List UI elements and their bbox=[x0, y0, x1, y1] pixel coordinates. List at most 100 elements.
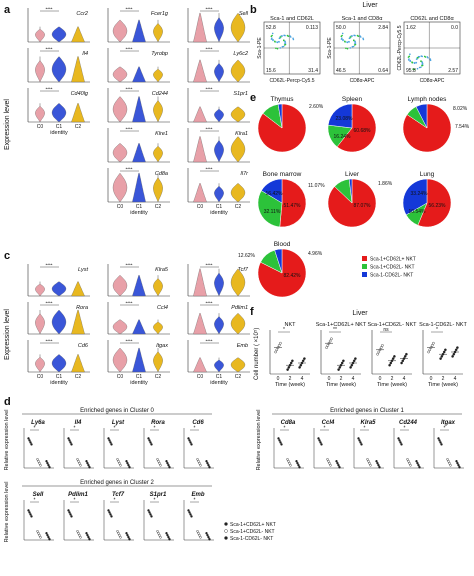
x-tick-label: C0 bbox=[117, 374, 124, 380]
data-point bbox=[360, 443, 363, 446]
data-point bbox=[376, 462, 379, 465]
legend-swatch bbox=[362, 272, 367, 277]
data-point bbox=[166, 533, 169, 537]
data-point bbox=[206, 462, 209, 465]
data-point bbox=[287, 366, 291, 369]
gene-title: Cd244 bbox=[399, 420, 418, 426]
data-point bbox=[157, 532, 160, 535]
violin bbox=[230, 136, 246, 163]
violin bbox=[214, 13, 224, 43]
flow-event bbox=[353, 44, 356, 46]
data-point bbox=[279, 341, 282, 345]
data-point bbox=[147, 509, 150, 512]
data-point bbox=[187, 509, 190, 512]
data-point bbox=[117, 460, 120, 463]
sig-label: **** bbox=[205, 301, 212, 306]
sig-label: **** bbox=[205, 339, 212, 344]
pie-title: Spleen bbox=[342, 96, 363, 103]
gene-label: Tyrobp bbox=[151, 51, 168, 57]
flow-event bbox=[413, 62, 415, 64]
data-point bbox=[165, 531, 168, 535]
flow-event bbox=[292, 37, 294, 40]
pie-slice bbox=[417, 178, 452, 228]
data-point bbox=[208, 466, 211, 469]
data-point bbox=[109, 441, 112, 444]
sig-label: * bbox=[444, 426, 446, 432]
data-point bbox=[417, 464, 420, 467]
violin bbox=[230, 357, 246, 373]
panel-d-bars: Enriched genes in Cluster 0Ly6a*Il4*Lyst… bbox=[4, 408, 464, 542]
group-title: Enriched genes in Cluster 1 bbox=[330, 408, 404, 414]
flow-event bbox=[341, 37, 343, 39]
violin bbox=[112, 19, 128, 43]
data-point bbox=[37, 532, 40, 535]
data-point bbox=[48, 466, 51, 469]
violin bbox=[132, 143, 146, 163]
data-point bbox=[156, 530, 159, 533]
pie-slice bbox=[261, 178, 283, 204]
data-point bbox=[197, 460, 200, 463]
violin bbox=[230, 312, 246, 335]
data-point bbox=[326, 344, 330, 347]
gene-title: Pdlim1 bbox=[68, 492, 88, 498]
flow-event bbox=[284, 42, 286, 45]
x-axis-label: identity bbox=[130, 380, 148, 386]
data-point bbox=[408, 462, 411, 465]
data-point bbox=[149, 513, 152, 516]
flow-event bbox=[411, 61, 413, 63]
data-point bbox=[48, 537, 51, 541]
flow-event bbox=[360, 36, 362, 38]
sig-label: **** bbox=[45, 301, 52, 306]
panel-b-title: Liver bbox=[362, 2, 378, 9]
violin bbox=[153, 19, 163, 43]
violin bbox=[112, 96, 128, 123]
data-point bbox=[196, 458, 199, 461]
flow-event bbox=[281, 45, 284, 48]
flow-event bbox=[346, 47, 349, 50]
x-tick-label: 0 bbox=[277, 376, 280, 382]
gene-title: Itgax bbox=[441, 420, 456, 426]
flow-x-axis: CD62L-Percp-Cy5.5 bbox=[269, 78, 314, 84]
data-point bbox=[88, 537, 91, 541]
data-point bbox=[190, 443, 193, 446]
data-point bbox=[418, 466, 421, 469]
flow-event bbox=[409, 59, 411, 62]
data-point bbox=[279, 441, 282, 444]
flow-event bbox=[284, 34, 286, 37]
flow-event bbox=[272, 38, 274, 41]
flow-event bbox=[429, 58, 432, 60]
data-point bbox=[350, 363, 354, 367]
data-point bbox=[118, 534, 121, 537]
data-point bbox=[205, 460, 208, 463]
x-axis-label: identity bbox=[50, 380, 68, 386]
sig-label: * bbox=[74, 426, 76, 432]
violin bbox=[112, 347, 128, 373]
violin bbox=[193, 12, 207, 43]
x-tick-label: 2 bbox=[442, 376, 445, 382]
flow-event bbox=[342, 38, 344, 41]
pie-callout: 11.07% bbox=[308, 183, 325, 189]
data-point bbox=[190, 515, 193, 518]
scatter-title: Sca-1+CD62L+ NKT bbox=[316, 322, 367, 328]
data-point bbox=[440, 355, 444, 358]
data-point bbox=[337, 368, 340, 371]
x-tick-label: C1 bbox=[216, 204, 223, 210]
quadrant-value: 46.5 bbox=[336, 68, 346, 74]
data-point bbox=[69, 513, 72, 516]
x-tick-label: 4 bbox=[454, 376, 457, 382]
data-point bbox=[70, 443, 73, 446]
pie-title: Liver bbox=[345, 171, 360, 178]
sig-label: **** bbox=[125, 87, 132, 92]
violin bbox=[230, 183, 246, 203]
data-point bbox=[336, 462, 339, 465]
violin bbox=[153, 96, 163, 123]
sig-label: **** bbox=[45, 7, 52, 12]
data-point bbox=[446, 458, 449, 461]
data-point bbox=[88, 466, 91, 469]
violin bbox=[35, 310, 45, 335]
legend-swatch bbox=[362, 264, 367, 269]
quadrant-value: 52.8 bbox=[266, 25, 276, 31]
flow-y-axis: Sca-1-PE bbox=[257, 37, 263, 59]
sig-label: **** bbox=[125, 167, 132, 172]
data-point bbox=[87, 464, 90, 467]
